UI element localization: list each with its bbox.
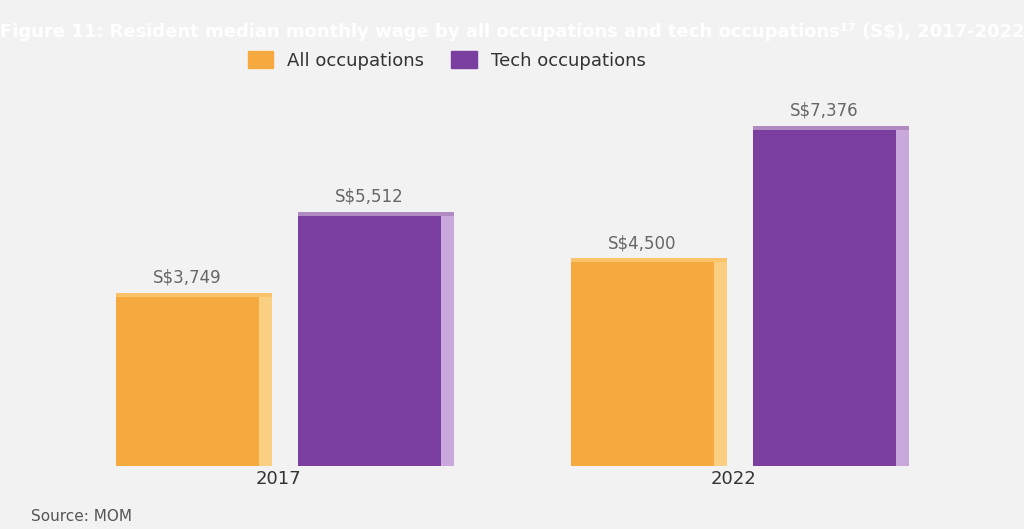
Bar [259,293,272,466]
Bar [298,212,454,216]
Bar [896,126,909,466]
Text: S$4,500: S$4,500 [608,234,677,252]
Bar [441,212,454,466]
Bar [298,212,441,466]
Bar [571,258,727,262]
Text: S$3,749: S$3,749 [154,269,222,287]
Bar [571,258,714,466]
Text: Figure 11: Resident median monthly wage by all occupations and tech occupations¹: Figure 11: Resident median monthly wage … [0,23,1024,41]
Legend: All occupations, Tech occupations: All occupations, Tech occupations [241,44,653,77]
Text: S$7,376: S$7,376 [791,102,859,120]
Text: S$5,512: S$5,512 [335,188,403,206]
Bar [753,126,896,466]
Bar [753,126,909,130]
Text: Source: MOM: Source: MOM [31,509,132,524]
Bar [714,258,727,466]
Bar [116,293,272,297]
Bar [116,293,259,466]
